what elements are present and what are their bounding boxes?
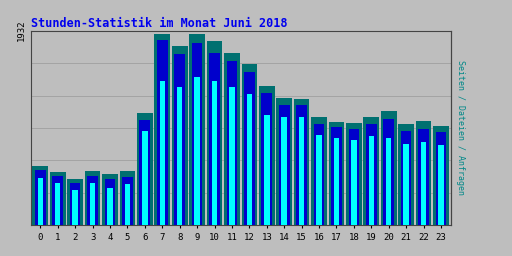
Bar [195,77,200,225]
Bar [157,40,167,225]
Bar [227,61,237,225]
Bar [90,183,95,225]
Bar [369,136,374,225]
Bar [421,142,426,225]
Bar [242,64,257,225]
Bar [160,81,165,225]
Bar [398,124,414,225]
Bar [192,43,202,225]
Bar [294,99,309,225]
Bar [212,81,217,225]
Bar [329,122,344,225]
Text: Stunden-Statistik im Monat Juni 2018: Stunden-Statistik im Monat Juni 2018 [31,17,287,29]
Bar [366,124,377,225]
Bar [346,123,361,225]
Bar [207,41,222,225]
Bar [403,144,409,225]
Bar [224,53,240,225]
Bar [401,131,412,225]
Bar [35,170,46,225]
Bar [120,172,135,225]
Bar [433,126,449,225]
Bar [177,87,182,225]
Bar [122,177,133,225]
Y-axis label: Seiten / Dateien / Anfragen: Seiten / Dateien / Anfragen [456,60,465,196]
Bar [67,179,83,225]
Bar [381,111,397,225]
Bar [264,114,269,225]
Bar [189,35,205,225]
Bar [262,93,272,225]
Bar [351,140,357,225]
Bar [314,124,325,225]
Bar [276,98,292,225]
Bar [418,129,429,225]
Bar [87,176,98,225]
Bar [438,145,444,225]
Bar [349,129,359,225]
Bar [50,172,66,225]
Bar [311,116,327,225]
Bar [172,46,187,225]
Bar [279,105,289,225]
Bar [175,54,185,225]
Bar [55,183,60,225]
Bar [84,172,100,225]
Bar [104,179,115,225]
Bar [52,176,63,225]
Bar [282,116,287,225]
Bar [416,121,432,225]
Bar [124,184,130,225]
Bar [142,131,147,225]
Bar [247,94,252,225]
Bar [364,116,379,225]
Bar [296,105,307,225]
Bar [32,166,48,225]
Bar [334,138,339,225]
Bar [139,120,150,225]
Bar [107,187,113,225]
Bar [244,72,254,225]
Bar [209,53,220,225]
Bar [299,116,304,225]
Bar [383,119,394,225]
Bar [229,87,234,225]
Bar [436,132,446,225]
Bar [137,113,153,225]
Bar [70,183,80,225]
Bar [155,34,170,225]
Bar [316,135,322,225]
Bar [37,178,43,225]
Bar [386,138,392,225]
Bar [331,127,342,225]
Bar [259,86,274,225]
Bar [72,189,78,225]
Bar [102,174,118,225]
